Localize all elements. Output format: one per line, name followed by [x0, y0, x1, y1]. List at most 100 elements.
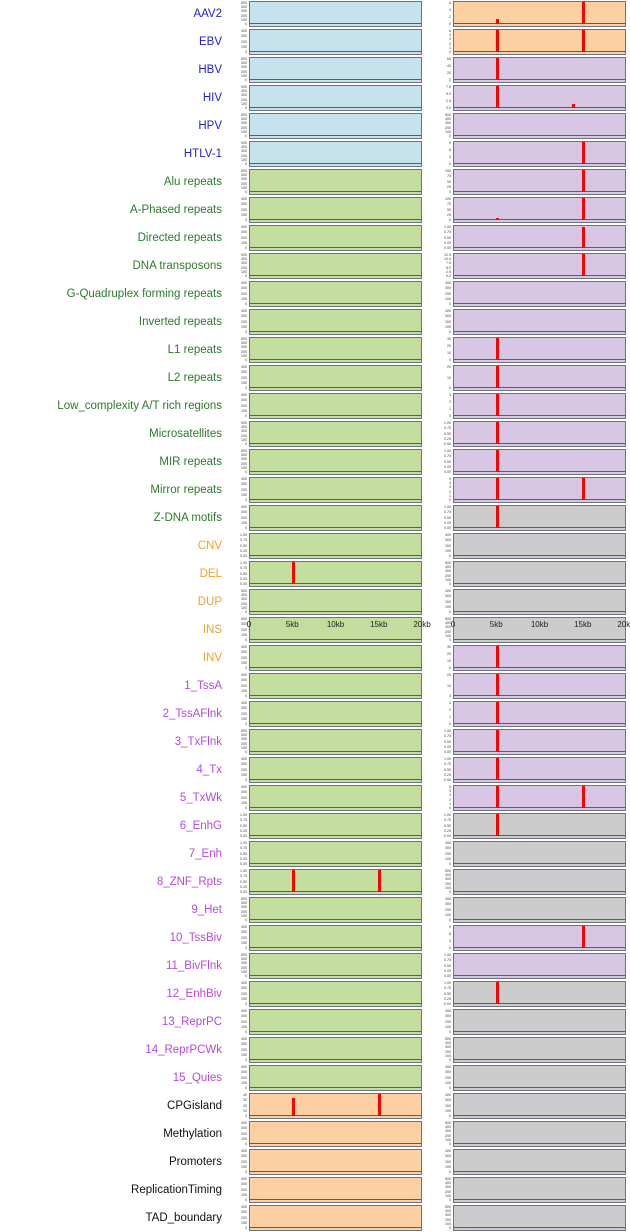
track-row[interactable]: 400 300 200 100 0 — [226, 924, 422, 952]
right-track-panel[interactable]: 6 4 2 0 5 4 3 2 1 0 60 40 20 0 7.5 5.0 2.5 0.0 500 400 300 20… — [430, 0, 626, 1231]
track-row[interactable]: 400 300 200 100 0 — [430, 1064, 626, 1092]
track-plot[interactable] — [249, 1093, 422, 1119]
track-plot[interactable] — [453, 897, 626, 923]
track-row[interactable]: 1.00 0.75 0.50 0.25 0.00 — [430, 728, 626, 756]
track-plot[interactable] — [249, 953, 422, 979]
track-row[interactable]: 400 300 200 100 0 — [226, 308, 422, 336]
track-plot[interactable] — [249, 1, 422, 27]
track-plot[interactable] — [249, 29, 422, 55]
track-row[interactable]: 500 400 300 200 100 0 — [226, 728, 422, 756]
track-row[interactable]: 100 75 50 25 0 — [430, 196, 626, 224]
track-plot[interactable] — [453, 85, 626, 111]
track-plot[interactable] — [249, 785, 422, 811]
track-plot[interactable] — [453, 1149, 626, 1175]
track-row[interactable]: 9 6 3 0 — [430, 140, 626, 168]
track-plot[interactable] — [249, 1205, 422, 1231]
track-row[interactable]: 1.00 0.75 0.50 0.25 0.00 — [430, 448, 626, 476]
track-row[interactable]: 400 300 200 100 0 — [226, 700, 422, 728]
track-row[interactable]: 500 400 300 200 100 0 — [430, 112, 626, 140]
track-plot[interactable] — [249, 1149, 422, 1175]
track-plot[interactable] — [453, 365, 626, 391]
track-row[interactable]: 500 400 300 200 100 0 — [226, 588, 422, 616]
track-plot[interactable] — [453, 673, 626, 699]
track-plot[interactable] — [249, 897, 422, 923]
track-row[interactable]: 400 300 200 100 0 — [226, 756, 422, 784]
track-plot[interactable] — [453, 981, 626, 1007]
track-plot[interactable] — [249, 813, 422, 839]
track-plot[interactable] — [453, 953, 626, 979]
track-plot[interactable] — [249, 85, 422, 111]
track-row[interactable]: 500 400 300 200 100 0 — [226, 112, 422, 140]
track-plot[interactable] — [453, 113, 626, 139]
track-row[interactable]: 500 400 300 200 100 0 — [430, 1120, 626, 1148]
track-plot[interactable] — [249, 141, 422, 167]
track-row[interactable]: 30 20 10 0 — [430, 644, 626, 672]
track-row[interactable]: 1.00 0.75 0.50 0.25 0.00 — [430, 224, 626, 252]
track-plot[interactable] — [453, 1, 626, 27]
track-row[interactable]: 20 10 0 — [430, 672, 626, 700]
track-plot[interactable] — [249, 113, 422, 139]
track-row[interactable]: 1.00 0.75 0.50 0.25 0.00 — [226, 812, 422, 840]
track-plot[interactable] — [249, 309, 422, 335]
track-plot[interactable] — [249, 701, 422, 727]
track-plot[interactable] — [249, 197, 422, 223]
track-row[interactable]: 1.00 0.75 0.50 0.25 0.00 — [226, 532, 422, 560]
track-row[interactable]: 1.00 0.75 0.50 0.25 0.00 — [430, 812, 626, 840]
track-plot[interactable] — [249, 673, 422, 699]
track-row[interactable]: 500 400 300 200 100 0 — [226, 168, 422, 196]
track-plot[interactable] — [453, 1177, 626, 1203]
track-plot[interactable] — [249, 337, 422, 363]
track-row[interactable]: 1.00 0.75 0.50 0.25 0.00 — [226, 560, 422, 588]
track-row[interactable]: 500 400 300 200 100 0 — [226, 952, 422, 980]
track-row[interactable]: 500 400 300 200 100 0 — [226, 336, 422, 364]
track-row[interactable]: 400 300 200 100 0 — [226, 1036, 422, 1064]
track-row[interactable]: 500 400 300 200 100 0 — [430, 1036, 626, 1064]
track-row[interactable]: 500 400 300 200 100 0 — [226, 420, 422, 448]
track-plot[interactable] — [453, 841, 626, 867]
track-plot[interactable] — [453, 645, 626, 671]
track-plot[interactable] — [453, 1037, 626, 1063]
track-plot[interactable] — [453, 449, 626, 475]
track-row[interactable]: 500 400 300 200 100 0 — [226, 896, 422, 924]
track-plot[interactable] — [249, 281, 422, 307]
track-plot[interactable] — [453, 421, 626, 447]
left-track-panel[interactable]: 500 400 300 200 100 0 400 300 200 100 0 500 400 300 20… — [226, 0, 422, 1231]
track-row[interactable]: 1.00 0.75 0.50 0.25 0.00 — [430, 420, 626, 448]
track-plot[interactable] — [249, 841, 422, 867]
track-plot[interactable] — [249, 57, 422, 83]
track-row[interactable]: 400 300 200 100 0 — [226, 196, 422, 224]
track-row[interactable]: 500 400 300 200 100 0 — [430, 1204, 626, 1232]
track-plot[interactable] — [249, 1037, 422, 1063]
track-row[interactable]: 500 400 300 200 100 0 — [226, 140, 422, 168]
track-row[interactable]: 400 300 200 100 0 — [430, 308, 626, 336]
track-plot[interactable] — [249, 225, 422, 251]
track-row[interactable]: 400 300 200 100 0 — [430, 532, 626, 560]
track-plot[interactable] — [453, 1093, 626, 1119]
track-row[interactable]: 400 300 200 100 0 — [226, 476, 422, 504]
track-plot[interactable] — [453, 477, 626, 503]
track-plot[interactable] — [453, 925, 626, 951]
track-plot[interactable] — [453, 1121, 626, 1147]
track-plot[interactable] — [453, 813, 626, 839]
track-row[interactable]: 400 300 200 100 0 — [430, 1008, 626, 1036]
track-row[interactable]: 1.00 0.75 0.50 0.25 0.00 — [430, 952, 626, 980]
track-row[interactable]: 400 300 200 100 0 — [226, 280, 422, 308]
track-plot[interactable] — [453, 1065, 626, 1091]
track-row[interactable]: 400 300 200 100 0 — [430, 896, 626, 924]
track-plot[interactable] — [249, 477, 422, 503]
track-plot[interactable] — [453, 785, 626, 811]
track-row[interactable]: 7.5 5.0 2.5 0.0 — [430, 84, 626, 112]
track-row[interactable]: 400 300 200 100 0 — [226, 224, 422, 252]
track-row[interactable]: 100 75 50 25 0 — [430, 168, 626, 196]
track-row[interactable]: 400 300 200 100 0 — [226, 504, 422, 532]
track-row[interactable]: 20 10 0 — [430, 364, 626, 392]
track-row[interactable]: 400 300 200 100 0 — [226, 672, 422, 700]
track-row[interactable]: 500 400 300 200 100 0 — [226, 84, 422, 112]
track-plot[interactable] — [453, 337, 626, 363]
track-row[interactable]: 500 400 300 200 100 0 — [226, 252, 422, 280]
track-row[interactable]: 60 40 20 0 — [430, 56, 626, 84]
track-plot[interactable] — [453, 701, 626, 727]
track-plot[interactable] — [453, 869, 626, 895]
